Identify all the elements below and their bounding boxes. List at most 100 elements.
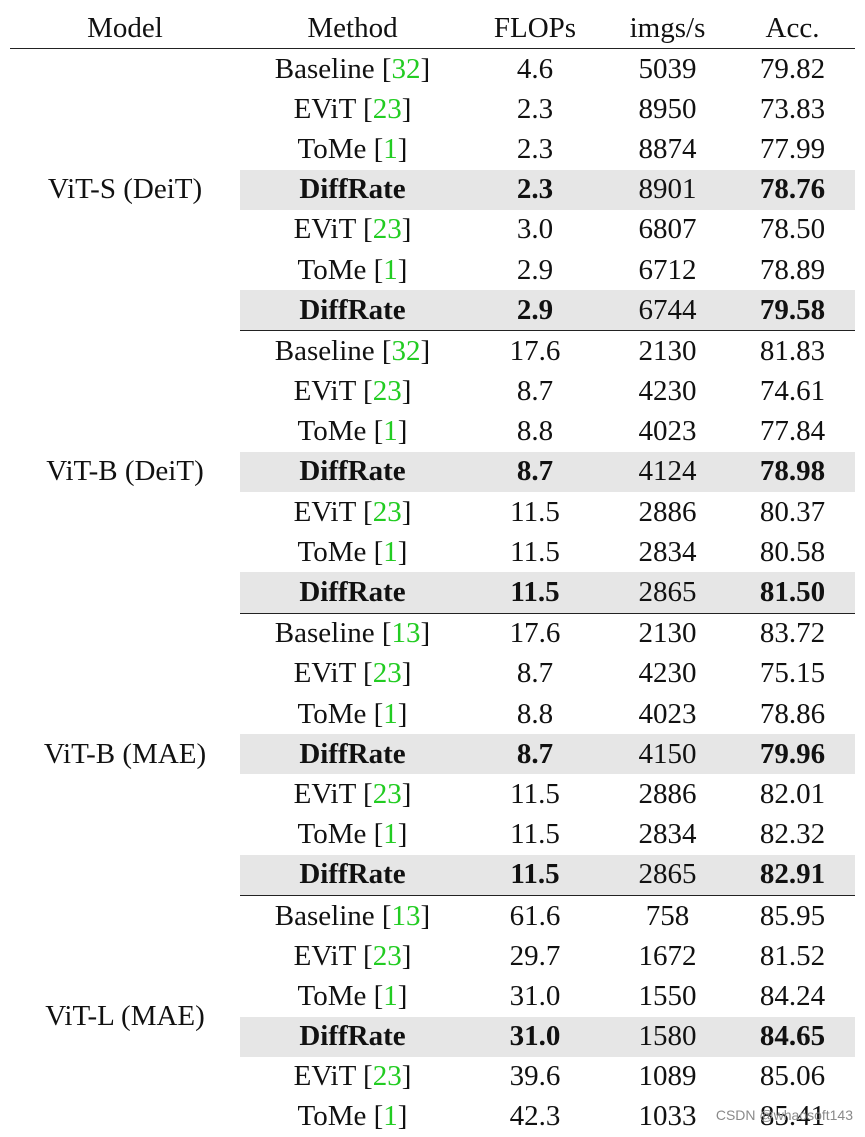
imgs-cell: 4124 — [605, 452, 730, 492]
citation-link[interactable]: 1 — [383, 536, 398, 568]
citation-link[interactable]: 32 — [392, 335, 421, 367]
acc-cell: 84.24 — [730, 976, 855, 1016]
method-cell: ToMe [1] — [240, 1097, 465, 1137]
method-cell: ToMe [1] — [240, 532, 465, 572]
method-cell: DiffRate — [240, 734, 465, 774]
method-cell: DiffRate — [240, 572, 465, 613]
method-name: DiffRate — [299, 738, 405, 770]
flops-cell: 17.6 — [465, 331, 605, 372]
method-cell: DiffRate — [240, 1017, 465, 1057]
method-name: Baseline — [275, 900, 375, 932]
flops-cell: 2.3 — [465, 170, 605, 210]
imgs-cell: 6807 — [605, 210, 730, 250]
citation-link[interactable]: 1 — [383, 254, 398, 286]
citation-link[interactable]: 32 — [392, 53, 421, 85]
model-cell: ViT-L (MAE) — [10, 895, 240, 1137]
method-name: ToMe — [298, 254, 367, 286]
flops-cell: 4.6 — [465, 49, 605, 90]
flops-cell: 2.3 — [465, 89, 605, 129]
citation-link[interactable]: 23 — [373, 1060, 402, 1092]
imgs-cell: 4150 — [605, 734, 730, 774]
imgs-cell: 2865 — [605, 572, 730, 613]
flops-cell: 11.5 — [465, 572, 605, 613]
method-cell: EViT [23] — [240, 89, 465, 129]
citation-link[interactable]: 23 — [373, 375, 402, 407]
flops-cell: 29.7 — [465, 936, 605, 976]
citation-link[interactable]: 13 — [392, 900, 421, 932]
flops-cell: 11.5 — [465, 815, 605, 855]
citation-link[interactable]: 23 — [373, 213, 402, 245]
imgs-cell: 2886 — [605, 492, 730, 532]
acc-cell: 78.50 — [730, 210, 855, 250]
citation-link[interactable]: 23 — [373, 778, 402, 810]
imgs-cell: 1089 — [605, 1057, 730, 1097]
flops-cell: 2.9 — [465, 250, 605, 290]
flops-cell: 61.6 — [465, 895, 605, 936]
citation-link[interactable]: 13 — [392, 617, 421, 649]
imgs-cell: 1580 — [605, 1017, 730, 1057]
citation-link[interactable]: 1 — [383, 133, 398, 165]
method-name: ToMe — [298, 536, 367, 568]
method-cell: ToMe [1] — [240, 129, 465, 169]
flops-cell: 31.0 — [465, 976, 605, 1016]
method-name: ToMe — [298, 818, 367, 850]
acc-cell: 79.96 — [730, 734, 855, 774]
imgs-cell: 1550 — [605, 976, 730, 1016]
acc-cell: 82.32 — [730, 815, 855, 855]
flops-cell: 3.0 — [465, 210, 605, 250]
method-name: ToMe — [298, 1100, 367, 1132]
acc-cell: 81.83 — [730, 331, 855, 372]
method-cell: Baseline [32] — [240, 49, 465, 90]
method-name: DiffRate — [299, 294, 405, 326]
flops-cell: 11.5 — [465, 492, 605, 532]
imgs-cell: 1672 — [605, 936, 730, 976]
results-table: Model Method FLOPs imgs/s Acc. ViT-S (De… — [10, 8, 855, 1137]
acc-cell: 75.15 — [730, 654, 855, 694]
imgs-cell: 2130 — [605, 613, 730, 654]
flops-cell: 2.3 — [465, 129, 605, 169]
method-cell: ToMe [1] — [240, 976, 465, 1016]
citation-link[interactable]: 23 — [373, 657, 402, 689]
flops-cell: 17.6 — [465, 613, 605, 654]
citation-link[interactable]: 1 — [383, 980, 398, 1012]
imgs-cell: 2130 — [605, 331, 730, 372]
citation-link[interactable]: 23 — [373, 93, 402, 125]
citation-link[interactable]: 1 — [383, 818, 398, 850]
method-cell: ToMe [1] — [240, 815, 465, 855]
acc-cell: 78.86 — [730, 694, 855, 734]
flops-cell: 8.7 — [465, 452, 605, 492]
imgs-cell: 5039 — [605, 49, 730, 90]
imgs-cell: 6744 — [605, 290, 730, 331]
citation-link[interactable]: 1 — [383, 698, 398, 730]
header-acc: Acc. — [730, 8, 855, 49]
method-cell: EViT [23] — [240, 1057, 465, 1097]
imgs-cell: 8901 — [605, 170, 730, 210]
acc-cell: 78.98 — [730, 452, 855, 492]
citation-link[interactable]: 23 — [373, 940, 402, 972]
method-name: DiffRate — [299, 858, 405, 890]
imgs-cell: 2865 — [605, 855, 730, 896]
method-name: ToMe — [298, 980, 367, 1012]
flops-cell: 8.7 — [465, 734, 605, 774]
imgs-cell: 758 — [605, 895, 730, 936]
method-cell: DiffRate — [240, 452, 465, 492]
citation-link[interactable]: 1 — [383, 1100, 398, 1132]
method-name: DiffRate — [299, 1020, 405, 1052]
imgs-cell: 2886 — [605, 774, 730, 814]
acc-cell: 85.06 — [730, 1057, 855, 1097]
acc-cell: 77.99 — [730, 129, 855, 169]
citation-link[interactable]: 23 — [373, 496, 402, 528]
citation-link[interactable]: 1 — [383, 415, 398, 447]
imgs-cell: 4023 — [605, 412, 730, 452]
flops-cell: 11.5 — [465, 855, 605, 896]
acc-cell: 79.82 — [730, 49, 855, 90]
model-cell: ViT-B (DeiT) — [10, 331, 240, 613]
method-name: Baseline — [275, 53, 375, 85]
imgs-cell: 8874 — [605, 129, 730, 169]
method-name: EViT — [294, 778, 356, 810]
method-name: ToMe — [298, 698, 367, 730]
